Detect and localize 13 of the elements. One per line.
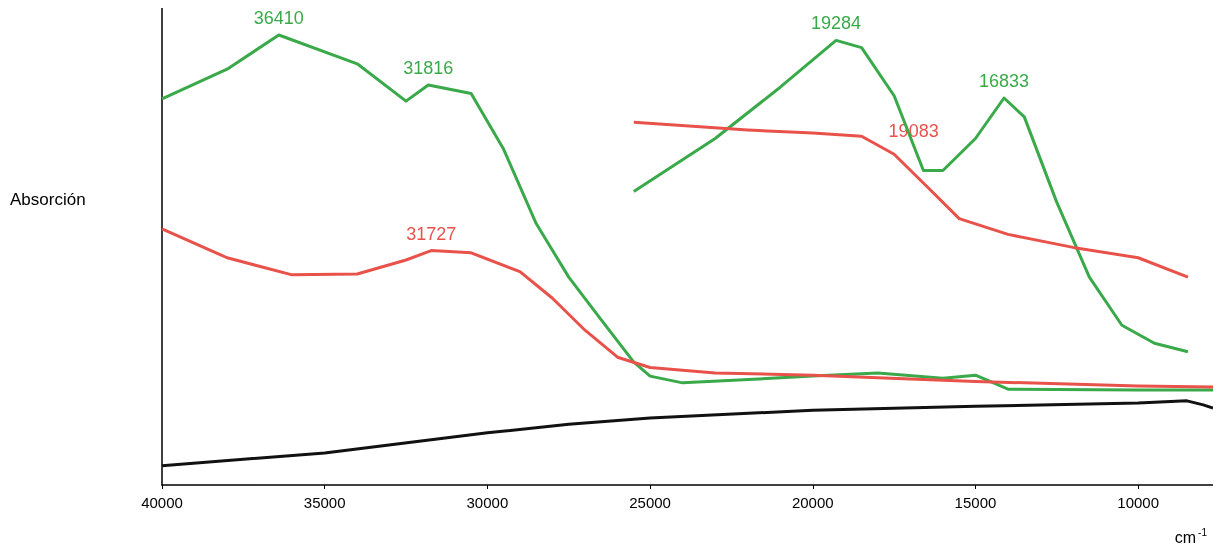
x-tick-label: 25000 <box>629 494 671 511</box>
y-axis-title: Absorción <box>10 190 86 209</box>
annotation: 31727 <box>406 223 457 244</box>
x-tick-label: 40000 <box>141 494 183 511</box>
x-tick-label: 20000 <box>791 494 834 511</box>
x-tick-label: 15000 <box>954 494 997 511</box>
annotation: 36410 <box>253 8 304 28</box>
annotation: 31816 <box>403 57 454 78</box>
annotation: 19284 <box>811 13 862 34</box>
x-tick-label: 35000 <box>303 494 346 511</box>
x-tick-label: 30000 <box>466 494 509 511</box>
annotation: 16833 <box>978 71 1030 91</box>
x-tick-label: 10000 <box>1117 494 1160 511</box>
